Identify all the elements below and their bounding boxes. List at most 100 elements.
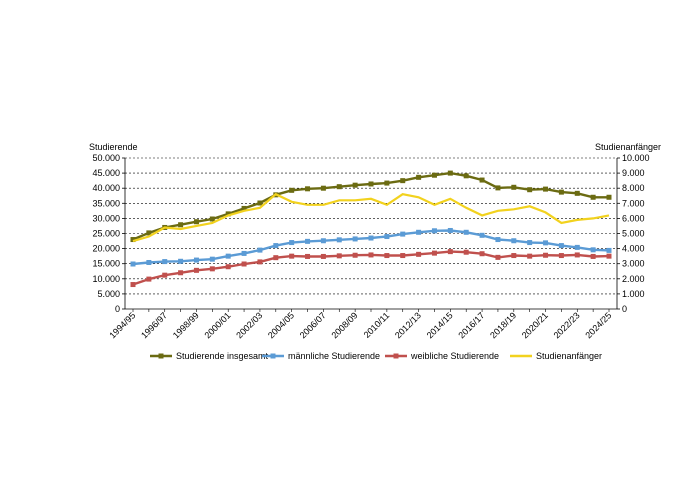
- series-lines: [130, 170, 612, 288]
- series-studierende-insgesamt: [130, 170, 612, 243]
- data-point: [209, 216, 215, 222]
- data-point: [257, 247, 263, 253]
- data-point: [368, 252, 374, 258]
- y-left-tick-label: 40.000: [92, 183, 120, 193]
- data-point: [336, 184, 342, 190]
- y-right-ticks: 0 1.000 2.000 3.000 4.000 5.000 6.000 7.000 8.00…: [622, 153, 650, 314]
- data-point: [479, 251, 485, 257]
- y-left-tick-label: 10.000: [92, 274, 120, 284]
- data-point: [574, 252, 580, 258]
- data-point: [257, 259, 263, 265]
- data-point: [352, 182, 358, 188]
- legend-label: Studierende insgesamt: [176, 351, 269, 361]
- y-right-tick-label: 5.000: [622, 229, 645, 239]
- data-point: [400, 253, 406, 259]
- x-tick-label: 2020/21: [520, 310, 550, 340]
- y-left-tick-label: 35.000: [92, 198, 120, 208]
- data-point: [590, 247, 596, 253]
- data-point: [527, 240, 533, 246]
- y-right-tick-label: 8.000: [622, 183, 645, 193]
- data-point: [146, 259, 152, 265]
- data-point: [416, 251, 422, 257]
- y-right-tick-label: 10.000: [622, 153, 650, 163]
- y-right-tick-label: 6.000: [622, 213, 645, 223]
- series-m-nnliche-studierende: [130, 227, 612, 267]
- data-point: [162, 259, 168, 265]
- data-point: [336, 237, 342, 243]
- x-tick-label: 2008/09: [329, 310, 359, 340]
- data-point: [273, 243, 279, 249]
- x-tick-label: 2012/13: [393, 310, 423, 340]
- x-tick-label: 1994/95: [107, 310, 137, 340]
- legend-label: Studienanfänger: [536, 351, 602, 361]
- data-point: [352, 236, 358, 242]
- data-point: [320, 185, 326, 191]
- data-point: [289, 253, 295, 259]
- y-left-tick-label: 50.000: [92, 153, 120, 163]
- y-right-tick-label: 2.000: [622, 274, 645, 284]
- data-point: [463, 229, 469, 235]
- y-right-tick-label: 7.000: [622, 198, 645, 208]
- legend-swatch-marker: [270, 353, 276, 359]
- data-point: [590, 253, 596, 259]
- data-point: [273, 255, 279, 261]
- data-point: [130, 282, 136, 288]
- data-point: [447, 249, 453, 255]
- data-point: [558, 253, 564, 259]
- data-point: [447, 227, 453, 233]
- x-tick-label: 2018/19: [488, 310, 518, 340]
- data-point: [511, 253, 517, 259]
- legend-label: männliche Studierende: [288, 351, 380, 361]
- data-point: [225, 211, 231, 217]
- data-point: [368, 181, 374, 187]
- data-point: [416, 229, 422, 235]
- data-point: [558, 243, 564, 249]
- y-left-axis-title: Studierende: [89, 142, 138, 152]
- data-point: [241, 205, 247, 211]
- data-point: [305, 186, 311, 192]
- data-point: [130, 261, 136, 267]
- y-right-axis-title: Studienanfänger: [595, 142, 661, 152]
- data-point: [241, 250, 247, 256]
- data-point: [320, 238, 326, 244]
- data-point: [209, 266, 215, 272]
- axes: [122, 157, 620, 312]
- y-right-tick-label: 0: [622, 304, 627, 314]
- x-tick-label: 2016/17: [456, 310, 486, 340]
- x-tick-label: 1996/97: [139, 310, 169, 340]
- data-point: [463, 173, 469, 179]
- y-left-tick-label: 0: [115, 304, 120, 314]
- y-right-tick-label: 9.000: [622, 168, 645, 178]
- series-line: [132, 229, 610, 266]
- data-point: [178, 258, 184, 264]
- data-point: [431, 228, 437, 234]
- data-point: [558, 189, 564, 195]
- x-tick-label: 2000/01: [203, 310, 233, 340]
- x-tick-label: 2002/03: [234, 310, 264, 340]
- data-point: [606, 253, 612, 259]
- data-point: [511, 238, 517, 244]
- data-point: [527, 187, 533, 193]
- data-point: [289, 187, 295, 193]
- data-point: [400, 178, 406, 184]
- y-left-tick-label: 15.000: [92, 259, 120, 269]
- data-point: [574, 190, 580, 196]
- data-point: [400, 231, 406, 237]
- data-point: [479, 232, 485, 238]
- data-point: [384, 180, 390, 186]
- x-tick-label: 2006/07: [298, 310, 328, 340]
- gridlines: [125, 157, 617, 295]
- data-point: [606, 247, 612, 253]
- data-point: [590, 194, 596, 200]
- data-point: [193, 257, 199, 263]
- data-point: [495, 237, 501, 243]
- data-point: [574, 244, 580, 250]
- data-point: [225, 264, 231, 270]
- legend: Studierende insgesamt männliche Studieren…: [150, 351, 602, 361]
- y-left-tick-label: 25.000: [92, 229, 120, 239]
- x-tick-label: 2014/15: [425, 310, 455, 340]
- data-point: [527, 253, 533, 259]
- y-right-tick-label: 1.000: [622, 289, 645, 299]
- data-point: [146, 276, 152, 282]
- data-point: [511, 184, 517, 190]
